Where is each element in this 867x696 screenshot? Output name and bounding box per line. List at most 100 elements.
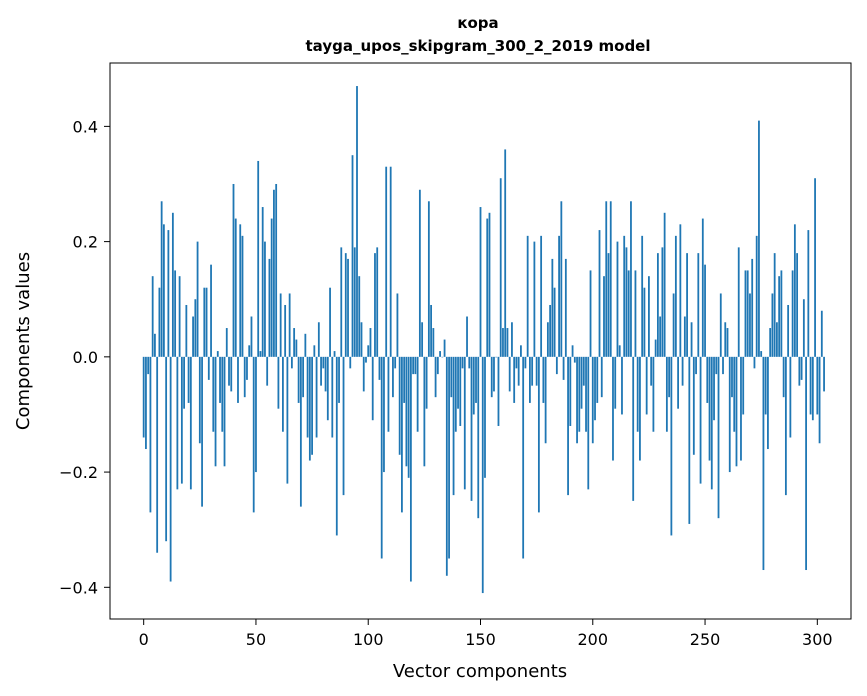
bar — [475, 356, 477, 403]
bar — [198, 356, 201, 444]
bar — [425, 356, 428, 409]
bar — [524, 356, 527, 369]
bar — [472, 356, 475, 415]
bar — [409, 356, 412, 582]
bar — [654, 339, 657, 357]
bar — [333, 351, 336, 357]
bar — [378, 356, 381, 380]
bar — [216, 351, 219, 357]
bar — [450, 356, 453, 398]
bar — [266, 356, 269, 386]
bar — [147, 356, 150, 375]
bar — [468, 356, 471, 369]
bar — [174, 270, 177, 357]
bar — [304, 333, 307, 357]
bar — [724, 322, 727, 357]
bar — [389, 166, 392, 357]
bar — [493, 356, 495, 392]
bar — [504, 149, 507, 357]
plot-frame — [109, 62, 852, 620]
bar — [576, 356, 578, 444]
bar — [636, 356, 639, 432]
chart-subtitle: tayga_upos_skipgram_300_2_2019 model — [306, 37, 651, 55]
bar — [564, 258, 567, 357]
bar — [816, 356, 819, 415]
bar — [506, 328, 509, 357]
bar — [441, 356, 444, 358]
bar — [282, 356, 284, 432]
bar — [580, 356, 583, 409]
bar — [448, 356, 450, 559]
bar — [612, 356, 614, 461]
bar — [228, 356, 230, 386]
bar — [769, 328, 772, 357]
bar — [192, 316, 194, 357]
bar — [639, 356, 641, 461]
bar — [311, 356, 313, 455]
bar — [704, 264, 706, 357]
bar — [542, 356, 545, 403]
bar — [230, 356, 233, 392]
bar — [167, 230, 170, 357]
bar — [470, 356, 473, 501]
bar — [621, 356, 623, 415]
bar — [802, 299, 805, 357]
bar — [344, 253, 347, 357]
bar — [663, 212, 666, 357]
bar — [740, 356, 742, 461]
bar — [811, 356, 814, 421]
bar — [353, 247, 356, 357]
bar — [764, 356, 767, 415]
bar — [706, 356, 709, 403]
bar — [362, 356, 365, 392]
bar — [183, 356, 185, 409]
bar — [681, 356, 684, 386]
bar — [299, 356, 302, 507]
y-tick-label: 0.2 — [73, 233, 98, 252]
bar — [234, 218, 237, 357]
bar — [237, 356, 239, 403]
bar — [434, 356, 437, 398]
bar — [255, 356, 257, 473]
bar — [288, 293, 291, 357]
bar — [277, 356, 280, 409]
bar — [243, 356, 246, 398]
bar — [796, 253, 799, 357]
bar — [201, 356, 203, 507]
bar — [273, 189, 275, 357]
bar — [392, 356, 394, 398]
bar — [214, 356, 217, 467]
bar — [221, 356, 224, 432]
bar — [571, 345, 574, 357]
y-tick-label: −0.4 — [59, 578, 98, 597]
bar — [165, 356, 168, 542]
bar — [713, 356, 715, 421]
bar — [508, 356, 511, 392]
bar — [686, 253, 688, 357]
bar — [302, 356, 305, 398]
bar — [551, 258, 554, 357]
bar — [176, 356, 179, 490]
bar — [286, 356, 289, 484]
bar — [261, 207, 264, 357]
bar — [342, 356, 345, 496]
bar — [232, 183, 235, 357]
bar — [439, 351, 441, 357]
bar — [463, 356, 466, 490]
bar — [457, 356, 459, 409]
bar — [607, 253, 610, 357]
bar — [596, 356, 599, 403]
bar — [749, 293, 751, 357]
bar — [753, 356, 756, 369]
bar — [317, 322, 320, 357]
bar — [679, 224, 682, 357]
bar — [591, 356, 594, 444]
bar — [529, 356, 531, 403]
bar — [252, 356, 255, 513]
bar — [149, 356, 152, 513]
bar — [776, 322, 778, 357]
bar — [782, 356, 785, 398]
bar — [383, 356, 385, 473]
x-tick-label: 200 — [577, 630, 608, 649]
